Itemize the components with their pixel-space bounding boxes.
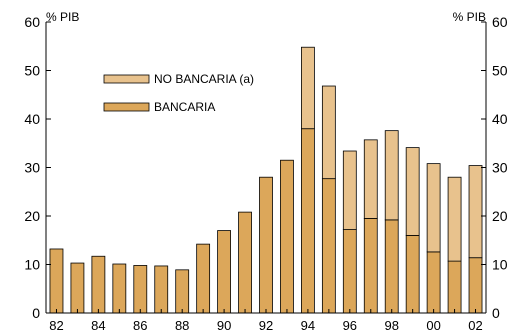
right-y-tick-label-60: 60 bbox=[492, 14, 508, 30]
bar-bancaria-86 bbox=[133, 265, 148, 314]
bar-no-bancaria-98 bbox=[384, 130, 399, 221]
legend-swatch-1 bbox=[103, 102, 150, 112]
bar-bancaria-92 bbox=[259, 176, 273, 314]
bar-no-bancaria-99 bbox=[405, 147, 420, 236]
bar-bancaria-88 bbox=[175, 269, 190, 314]
left-y-tick-label-50: 50 bbox=[24, 63, 40, 79]
left-y-tick-label-60: 60 bbox=[24, 14, 40, 30]
bar-no-bancaria-00 bbox=[426, 163, 441, 253]
bar-bancaria-83 bbox=[70, 262, 85, 314]
bar-bancaria-97 bbox=[363, 218, 378, 314]
x-tick-label-84: 84 bbox=[91, 318, 105, 333]
right-y-tick-label-0: 0 bbox=[492, 305, 500, 321]
bar-bancaria-01 bbox=[447, 260, 462, 314]
legend-label-0: NO BANCARIA (a) bbox=[154, 72, 254, 86]
bar-no-bancaria-01 bbox=[447, 176, 462, 262]
bar-bancaria-87 bbox=[154, 265, 169, 314]
bar-bancaria-94 bbox=[301, 128, 315, 314]
x-tick-label-82: 82 bbox=[49, 318, 63, 333]
left-y-tick-label-10: 10 bbox=[24, 257, 40, 273]
bar-no-bancaria-95 bbox=[321, 85, 336, 180]
x-tick-label-00: 00 bbox=[426, 318, 440, 333]
bar-bancaria-02 bbox=[468, 257, 483, 314]
right-y-tick-label-50: 50 bbox=[492, 63, 508, 79]
bar-no-bancaria-97 bbox=[363, 139, 378, 219]
right-unit-label: % PIB bbox=[453, 10, 486, 24]
x-tick-label-96: 96 bbox=[343, 318, 357, 333]
bar-bancaria-91 bbox=[238, 211, 252, 314]
bar-bancaria-93 bbox=[280, 159, 294, 314]
left-y-tick-label-40: 40 bbox=[24, 111, 40, 127]
x-tick-label-86: 86 bbox=[133, 318, 147, 333]
bar-bancaria-85 bbox=[112, 263, 127, 314]
bar-no-bancaria-96 bbox=[342, 150, 357, 230]
left-y-tick-label-0: 0 bbox=[32, 305, 40, 321]
bar-bancaria-89 bbox=[196, 243, 211, 314]
left-unit-label: % PIB bbox=[46, 10, 79, 24]
x-tick-label-92: 92 bbox=[259, 318, 273, 333]
right-y-tick-label-10: 10 bbox=[492, 257, 508, 273]
right-y-tick-label-30: 30 bbox=[492, 160, 508, 176]
right-y-tick-label-20: 20 bbox=[492, 208, 508, 224]
bar-bancaria-84 bbox=[91, 255, 106, 314]
x-tick-label-98: 98 bbox=[384, 318, 398, 333]
bar-bancaria-99 bbox=[405, 234, 420, 314]
bar-no-bancaria-02 bbox=[468, 165, 483, 259]
bar-bancaria-96 bbox=[342, 229, 357, 314]
bar-bancaria-98 bbox=[384, 219, 399, 314]
right-y-tick-label-40: 40 bbox=[492, 111, 508, 127]
bar-bancaria-95 bbox=[321, 178, 336, 314]
x-tick-label-90: 90 bbox=[217, 318, 231, 333]
x-tick-label-88: 88 bbox=[175, 318, 189, 333]
left-y-tick-label-30: 30 bbox=[24, 160, 40, 176]
bar-bancaria-90 bbox=[217, 230, 231, 314]
legend-swatch-0 bbox=[103, 74, 150, 84]
bar-no-bancaria-94 bbox=[301, 46, 315, 130]
left-y-tick-label-20: 20 bbox=[24, 208, 40, 224]
bar-bancaria-82 bbox=[49, 248, 64, 314]
x-tick-label-94: 94 bbox=[301, 318, 315, 333]
legend-label-1: BANCARIA bbox=[154, 100, 215, 114]
x-tick-label-02: 02 bbox=[468, 318, 482, 333]
bar-bancaria-00 bbox=[426, 251, 441, 314]
